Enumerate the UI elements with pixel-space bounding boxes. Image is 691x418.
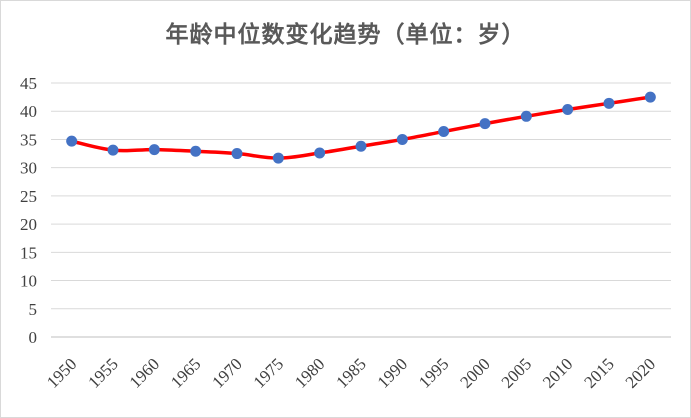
x-tick-label: 1950 bbox=[43, 354, 80, 391]
x-tick-labels: 1950 1955 1960 1965 1970 1975 1980 1985 1990 1995… bbox=[43, 354, 659, 391]
chart-title: 年龄中位数变化趋势（单位：岁） bbox=[165, 22, 526, 48]
data-point bbox=[66, 135, 78, 147]
y-tick-label: 40 bbox=[20, 102, 37, 121]
y-tick-label: 25 bbox=[20, 187, 37, 206]
y-tick-label: 15 bbox=[20, 243, 37, 262]
y-tick-label: 35 bbox=[20, 130, 37, 149]
x-tick-label: 2020 bbox=[622, 354, 659, 391]
data-point bbox=[438, 126, 450, 138]
data-point bbox=[272, 152, 284, 164]
data-point bbox=[562, 104, 574, 116]
data-markers bbox=[66, 91, 656, 164]
x-tick-label: 1965 bbox=[167, 354, 204, 391]
y-tick-label: 5 bbox=[29, 300, 38, 319]
data-point bbox=[314, 147, 326, 159]
data-point bbox=[355, 140, 367, 152]
x-tick-label: 1960 bbox=[126, 354, 163, 391]
x-tick-label: 2010 bbox=[539, 354, 576, 391]
x-tick-label: 1955 bbox=[84, 354, 121, 391]
x-tick-label: 1995 bbox=[415, 354, 452, 391]
y-tick-label: 20 bbox=[20, 215, 37, 234]
data-point bbox=[231, 148, 243, 160]
x-tick-label: 1970 bbox=[208, 354, 245, 391]
data-point bbox=[396, 133, 408, 145]
x-tick-label: 1990 bbox=[374, 354, 411, 391]
data-point bbox=[148, 144, 160, 156]
x-tick-label: 1985 bbox=[332, 354, 369, 391]
x-tick-label: 2000 bbox=[456, 354, 493, 391]
data-point bbox=[107, 144, 119, 156]
y-tick-label: 10 bbox=[20, 272, 37, 291]
x-tick-label: 2015 bbox=[580, 354, 617, 391]
y-tick-label: 45 bbox=[20, 74, 37, 93]
y-tick-label: 30 bbox=[20, 159, 37, 178]
y-tick-label: 0 bbox=[29, 328, 38, 347]
x-tick-label: 1975 bbox=[250, 354, 287, 391]
data-point bbox=[479, 118, 491, 130]
grid-lines bbox=[51, 82, 671, 310]
data-point bbox=[190, 145, 202, 157]
x-tick-label: 1980 bbox=[291, 354, 328, 391]
y-tick-labels: 0 5 10 15 20 25 30 35 40 45 bbox=[20, 74, 37, 347]
data-point bbox=[644, 91, 656, 103]
x-tick-label: 2005 bbox=[498, 354, 535, 391]
data-point bbox=[603, 97, 615, 109]
data-point bbox=[520, 110, 532, 122]
